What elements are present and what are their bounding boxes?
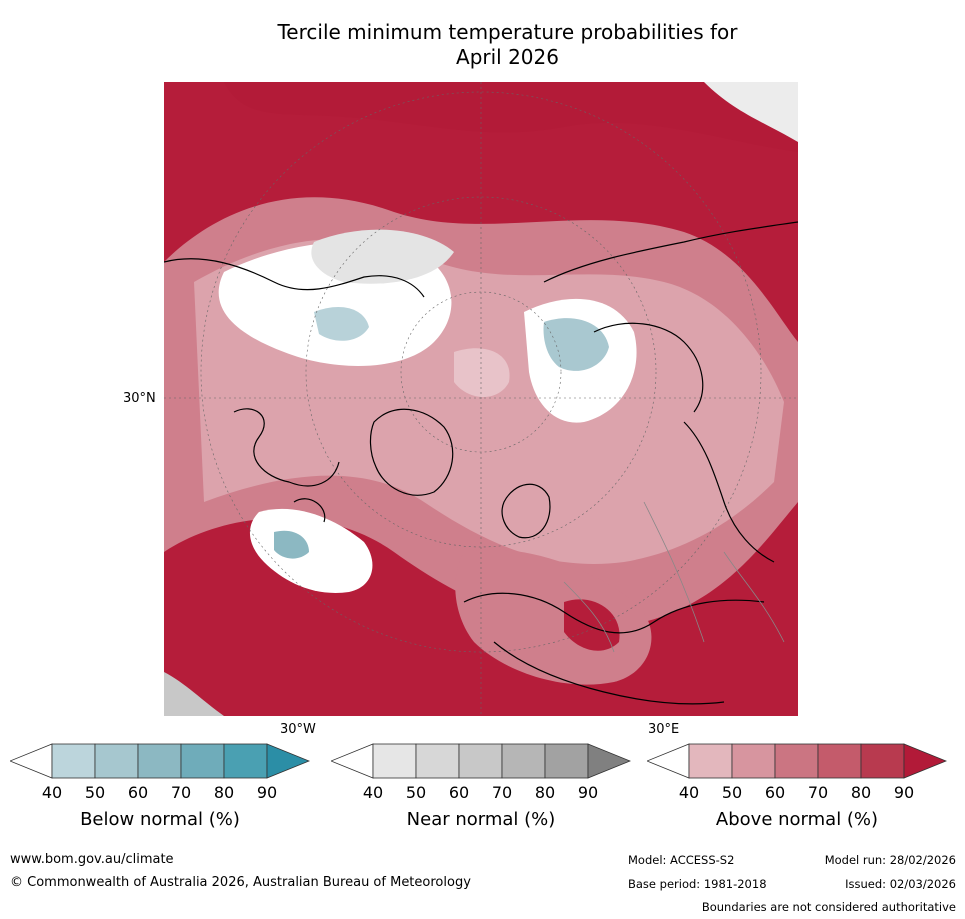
colorbar-above-normal-svg (647, 743, 947, 779)
coastline-siberia (543, 221, 798, 283)
colorbar-near-segment (372, 743, 417, 779)
coastline-mediterranean (493, 641, 725, 705)
coastline-scandinavia (501, 483, 551, 539)
colorbar-near-tick: 90 (577, 783, 599, 802)
colorbar-below-right-extend (266, 743, 310, 779)
colorbar-near-tick: 50 (405, 783, 427, 802)
colorbar-below-segment (51, 743, 96, 779)
region-near-normal-sw (164, 672, 224, 716)
chart-title: Tercile minimum temperature probabilitie… (200, 20, 815, 70)
region-atlantic-white (249, 508, 373, 593)
lon-label-30w: 30°W (280, 722, 316, 737)
colorbar-below-tick: 50 (84, 783, 106, 802)
lon-label-30e: 30°E (648, 722, 680, 737)
coastline-europe (463, 592, 765, 634)
footer-issued: Issued: 02/03/2026 (845, 877, 956, 891)
coastline-labrador (293, 498, 326, 523)
colorbar-near-segment (458, 743, 503, 779)
coastline-taymyr (593, 322, 704, 413)
footer-base-period: Base period: 1981-2018 (628, 877, 767, 891)
colorbar-near-segment (544, 743, 589, 779)
footer-website: www.bom.gov.au/climate (10, 852, 174, 867)
colorbar-above-segment (860, 743, 905, 779)
colorbar-near-normal-label: Near normal (%) (406, 809, 556, 830)
colorbar-above-normal-label: Above normal (%) (715, 809, 879, 830)
graticule (164, 82, 798, 716)
colorbar-above-tick: 80 (850, 783, 872, 802)
colorbar-below-normal: Below normal (%) 40 50 60 70 80 90 (10, 743, 310, 853)
region-below-normal-siberia (543, 318, 609, 371)
colorbar-below-tick: 60 (127, 783, 149, 802)
region-europe-dark (564, 599, 620, 651)
country-borders (563, 501, 785, 653)
footer-disclaimer: Boundaries are not considered authoritat… (701, 900, 956, 914)
colorbar-near-tick: 40 (362, 783, 384, 802)
colorbar-above-left-extend (647, 743, 690, 779)
colorbar-below-segment (223, 743, 268, 779)
region-below-normal-atlantic (274, 530, 309, 559)
colorbar-below-segment (94, 743, 139, 779)
border-asia-1 (723, 551, 785, 643)
colorbar-above-segment (774, 743, 819, 779)
colorbar-above-tick: 40 (678, 783, 700, 802)
colorbar-above-normal: Above normal (%) 40 50 60 70 80 90 (647, 743, 947, 853)
region-near-normal-north (311, 229, 454, 284)
colorbar-below-segment (180, 743, 225, 779)
colorbar-above-tick: 50 (721, 783, 743, 802)
colorbar-below-normal-label: Below normal (%) (80, 809, 240, 830)
region-below-normal-canada (314, 307, 369, 341)
colorbar-near-normal-svg (331, 743, 631, 779)
colorbar-below-tick: 80 (213, 783, 235, 802)
colorbar-below-normal-svg (10, 743, 310, 779)
border-europe-1 (563, 581, 615, 653)
coastline-greenland (369, 408, 454, 496)
colorbar-below-tick: 40 (41, 783, 63, 802)
colorbar-near-tick: 70 (491, 783, 513, 802)
coastline-ural (683, 421, 775, 563)
colorbar-above-segment (817, 743, 862, 779)
colorbar-near-normal: Near normal (%) 40 50 60 70 80 90 (331, 743, 631, 853)
colorbar-below-segment (137, 743, 182, 779)
footer-model-run: Model run: 28/02/2026 (824, 853, 956, 867)
region-above-90-north (224, 82, 798, 152)
colorbar-above-tick: 60 (764, 783, 786, 802)
probability-map (164, 82, 798, 716)
border-russia-west (643, 501, 705, 643)
graticule-circle-outer (200, 91, 762, 653)
colorbar-below-left-extend (10, 743, 53, 779)
coastline-north-america (164, 258, 425, 298)
colorbar-above-tick: 90 (893, 783, 915, 802)
title-line-2: April 2026 (456, 45, 559, 69)
colorbar-near-tick: 60 (448, 783, 470, 802)
region-pole-light (454, 348, 510, 397)
colorbar-near-segment (501, 743, 546, 779)
lat-label-30n: 30°N (123, 391, 156, 406)
colorbar-above-segment (731, 743, 776, 779)
colorbar-near-segment (415, 743, 460, 779)
colorbar-near-tick: 80 (534, 783, 556, 802)
region-near-normal-corner (704, 82, 798, 142)
colorbar-above-segment (688, 743, 733, 779)
graticule-circle-mid (305, 196, 657, 548)
colorbar-near-left-extend (331, 743, 374, 779)
footer-model: Model: ACCESS-S2 (628, 853, 735, 867)
title-line-1: Tercile minimum temperature probabilitie… (277, 20, 738, 44)
colorbar-above-tick: 70 (807, 783, 829, 802)
coastlines (164, 221, 798, 705)
colorbar-above-right-extend (903, 743, 947, 779)
map-svg (164, 82, 798, 716)
colorbar-below-tick: 70 (170, 783, 192, 802)
coastline-hudson (233, 408, 340, 487)
colorbar-below-tick: 90 (256, 783, 278, 802)
colorbar-near-right-extend (587, 743, 631, 779)
footer-copyright: © Commonwealth of Australia 2026, Austra… (10, 875, 471, 890)
